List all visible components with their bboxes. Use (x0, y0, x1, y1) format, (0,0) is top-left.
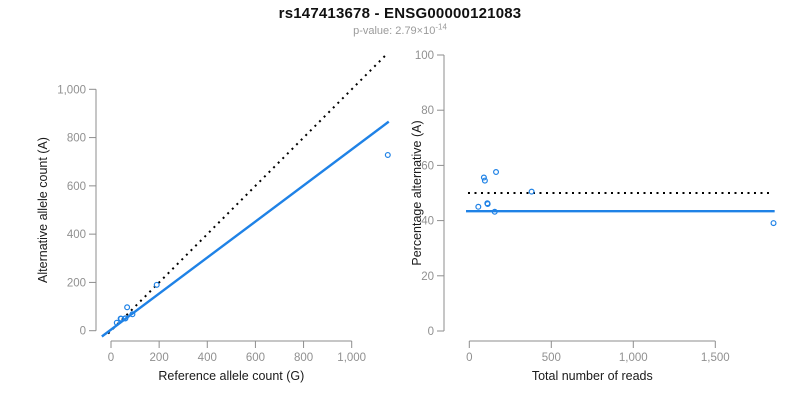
y-tick-label: 0 (80, 326, 86, 338)
y-tick-label: 800 (67, 133, 86, 145)
x-tick-label: 800 (294, 352, 313, 364)
pvalue-exponent: -14 (435, 22, 447, 32)
x-tick-label: 0 (466, 352, 472, 364)
y-tick-label: 200 (67, 277, 86, 289)
data-point (384, 151, 391, 158)
x-tick-label: 0 (108, 352, 114, 364)
x-tick-label: 400 (198, 352, 217, 364)
data-point (491, 208, 498, 215)
x-tick-label: 1,000 (337, 352, 366, 364)
y-tick-label: 600 (67, 181, 86, 193)
x-axis-title: Reference allele count (G) (158, 369, 304, 383)
data-point (493, 169, 500, 176)
x-tick-label: 1,500 (701, 352, 730, 364)
data-point (475, 203, 482, 210)
identity-line (107, 54, 387, 335)
data-point (480, 174, 487, 181)
y-tick-label: 0 (428, 326, 434, 338)
x-tick-label: 500 (542, 352, 561, 364)
x-tick-label: 600 (246, 352, 265, 364)
y-tick-label: 20 (421, 271, 434, 283)
y-tick-label: 1,000 (57, 84, 86, 96)
figure-title: rs147413678 - ENSG00000121083 (278, 5, 522, 22)
data-point (528, 188, 535, 195)
data-point (481, 177, 488, 184)
y-tick-label: 400 (67, 229, 86, 241)
data-point (122, 315, 129, 322)
fit-line (101, 120, 390, 338)
data-point (484, 201, 491, 208)
x-tick-label: 200 (150, 352, 169, 364)
data-point (124, 304, 131, 311)
data-point (129, 311, 136, 318)
data-point (113, 319, 120, 326)
y-tick-label: 40 (421, 216, 434, 228)
y-axis-title: Percentage alternative (A) (410, 120, 424, 265)
pvalue-text: p-value: 2.79×10 (353, 25, 436, 37)
x-axis-title: Total number of reads (532, 369, 653, 383)
data-point (153, 281, 160, 288)
figure-subtitle: p-value: 2.79×10-14 (0, 22, 800, 37)
data-point (770, 220, 777, 227)
y-tick-label: 100 (415, 50, 434, 62)
x-tick-label: 1,000 (619, 352, 648, 364)
y-axis-title: Alternative allele count (A) (36, 137, 50, 283)
y-tick-label: 80 (421, 105, 434, 117)
y-tick-label: 60 (421, 160, 434, 172)
